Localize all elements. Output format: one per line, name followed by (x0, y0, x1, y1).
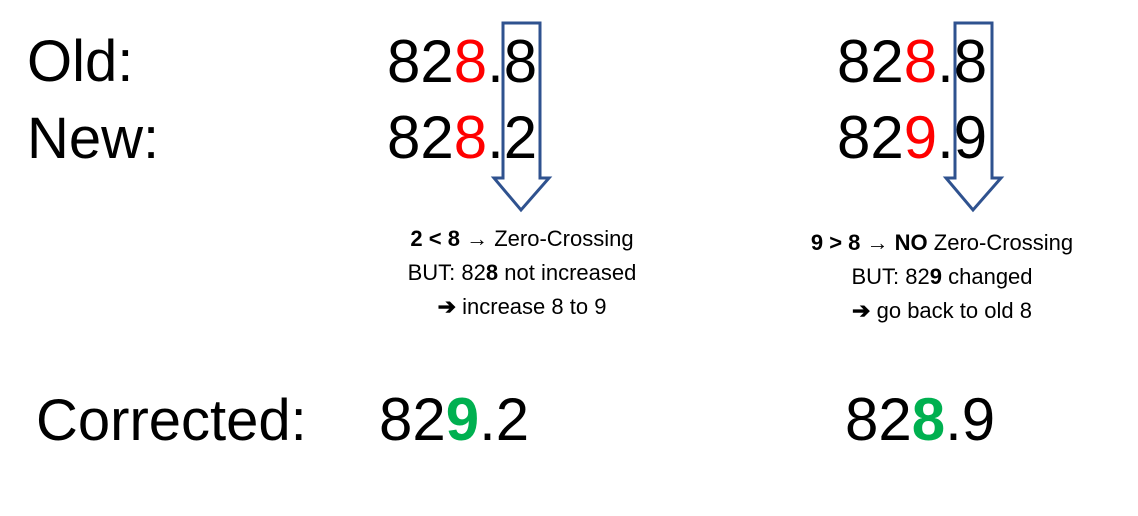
value-prefix: 82 (387, 28, 454, 95)
down-arrow-icon-left (490, 21, 553, 213)
value-prefix: 82 (379, 386, 446, 453)
value-suffix: .8 (937, 28, 988, 95)
text: changed (948, 264, 1033, 289)
note-line-2: BUT: 829 changed (752, 260, 1132, 294)
text: increase 8 to 9 (462, 294, 607, 319)
left-new-value: 828.2 (387, 108, 537, 168)
value-prefix: 82 (837, 28, 904, 95)
right-arrow-icon: → (466, 226, 489, 251)
value-prefix: 82 (387, 104, 454, 171)
right-note: 9 > 8 → NO Zero-Crossing BUT: 829 change… (752, 226, 1132, 328)
text: go back to old 8 (876, 298, 1032, 323)
result: Zero-Crossing (494, 226, 634, 251)
text: BUT: 82 (407, 260, 486, 285)
corrected-label: Corrected: (36, 388, 307, 453)
down-arrow-icon-right (942, 21, 1005, 213)
note-line-3: ➔ go back to old 8 (752, 294, 1132, 328)
result: Zero-Crossing (933, 230, 1074, 255)
bold-digit: 9 (929, 264, 942, 289)
negation: NO (894, 230, 928, 255)
right-new-value: 829.9 (837, 108, 987, 168)
value-prefix: 82 (845, 386, 912, 453)
text: BUT: 82 (851, 264, 930, 289)
value-suffix: .2 (487, 104, 538, 171)
value-suffix: .8 (487, 28, 538, 95)
value-suffix: .9 (945, 386, 996, 453)
left-old-value: 828.8 (387, 32, 537, 92)
text: not increased (504, 260, 637, 285)
value-prefix: 82 (837, 104, 904, 171)
condition: 2 < 8 (410, 226, 460, 251)
left-corrected-value: 829.2 (379, 390, 529, 450)
note-line-1: 2 < 8 → Zero-Crossing (332, 222, 712, 256)
right-arrow-icon: → (866, 230, 889, 255)
condition: 9 > 8 (810, 230, 861, 255)
right-old-value: 828.8 (837, 32, 987, 92)
note-line-1: 9 > 8 → NO Zero-Crossing (752, 226, 1132, 260)
note-line-3: ➔ increase 8 to 9 (332, 290, 712, 324)
highlight-digit: 8 (453, 104, 488, 171)
new-label: New: (27, 106, 160, 171)
note-line-2: BUT: 828 not increased (332, 256, 712, 290)
corrected-digit: 9 (445, 386, 480, 453)
bold-arrow-icon: ➔ (852, 298, 871, 323)
highlight-digit: 9 (903, 104, 938, 171)
bold-digit: 8 (485, 260, 499, 285)
left-note: 2 < 8 → Zero-Crossing BUT: 828 not incre… (332, 222, 712, 324)
value-suffix: .9 (937, 104, 988, 171)
highlight-digit: 8 (453, 28, 488, 95)
right-corrected-value: 828.9 (845, 390, 995, 450)
highlight-digit: 8 (903, 28, 938, 95)
value-suffix: .2 (479, 386, 530, 453)
old-label: Old: (27, 29, 134, 94)
bold-arrow-icon: ➔ (437, 294, 456, 319)
corrected-digit: 8 (911, 386, 946, 453)
